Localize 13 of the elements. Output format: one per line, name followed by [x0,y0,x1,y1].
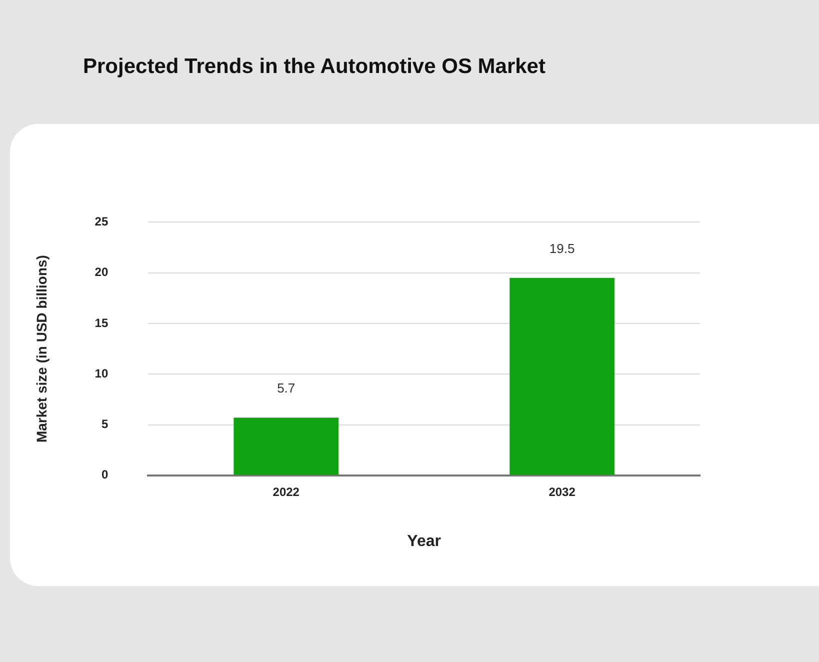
x-tick-label: 2032 [548,484,576,499]
data-label: 5.7 [277,380,296,396]
x-axis-title: Year [407,532,441,550]
y-tick-label: 10 [94,366,108,380]
y-tick-label: 0 [101,468,108,482]
y-tick-label: 20 [94,265,108,280]
data-label: 19.5 [549,240,575,256]
y-tick-label: 25 [94,214,108,229]
y-axis-title: Market size (in USD billions) [33,255,50,443]
y-tick-label: 5 [101,417,108,432]
chart-title: Projected Trends in the Automotive OS Market [83,55,546,79]
y-tick-label: 15 [94,316,108,330]
x-tick-label: 2022 [272,484,300,499]
